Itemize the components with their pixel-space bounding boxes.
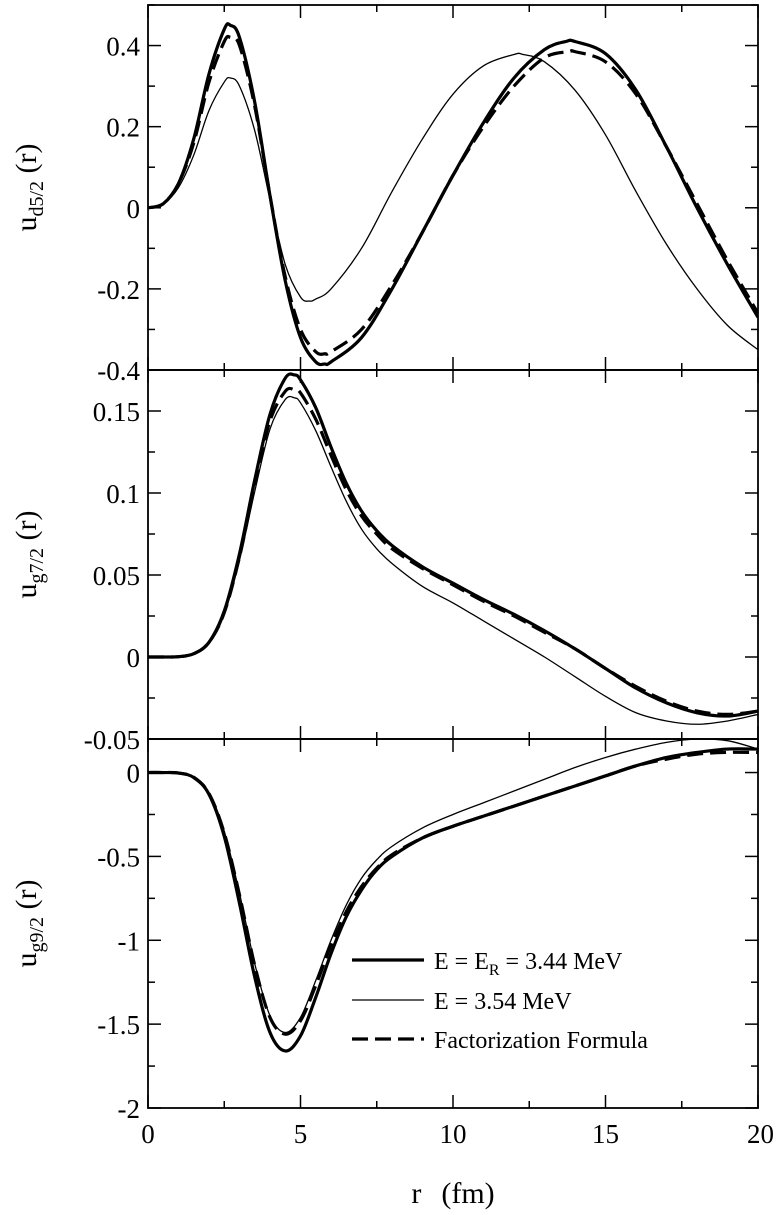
series-line-dashed bbox=[148, 750, 758, 1036]
x-tick-label: 10 bbox=[440, 1119, 467, 1149]
y-tick-label: -0.2 bbox=[97, 275, 140, 305]
panel-frame bbox=[147, 4, 759, 371]
y-tick-label: 0.4 bbox=[106, 32, 140, 62]
x-tick-label: 15 bbox=[592, 1119, 619, 1149]
x-axis-label: r (fm) bbox=[411, 1177, 494, 1210]
x-tick-label: 0 bbox=[141, 1119, 155, 1149]
y-tick-label: -2 bbox=[118, 1094, 141, 1124]
y-tick-label: 0.2 bbox=[106, 113, 140, 143]
y-tick-label: 0.15 bbox=[93, 397, 140, 427]
legend-label: E = ER = 3.44 MeV bbox=[434, 949, 623, 979]
legend-label: E = 3.54 MeV bbox=[434, 989, 572, 1015]
y-tick-label: -1 bbox=[118, 926, 141, 956]
y-tick-label: 0.05 bbox=[93, 561, 140, 591]
panel-3: -2 -1.5 -1 -0.5 0 ug9/2 (r) bbox=[10, 738, 759, 1124]
panel-2: -0.05 0 0.05 0.1 0.15 ug7/2 (r) bbox=[10, 369, 759, 755]
series-line-dashed bbox=[148, 34, 758, 356]
y-tick-label: 0 bbox=[127, 759, 141, 789]
legend: E = ER = 3.44 MeV E = 3.54 MeV Factorizati… bbox=[352, 949, 648, 1054]
legend-label: Factorization Formula bbox=[434, 1028, 648, 1054]
panels-layer: -0.4 -0.2 0 0.2 0.4 ud5/2 (r) -0.05 0 0.05 0.1 0.1… bbox=[10, 4, 759, 1124]
x-axis: 0 5 10 15 20 r (fm) bbox=[141, 1119, 774, 1210]
y-tick-label: 0 bbox=[127, 194, 141, 224]
x-tick-label: 20 bbox=[747, 1119, 774, 1149]
y-tick-label: 0 bbox=[127, 643, 141, 673]
y-tick-label: -1.5 bbox=[97, 1010, 140, 1040]
y-tick-label: 0.1 bbox=[106, 479, 140, 509]
series-line-thick-solid bbox=[148, 372, 758, 718]
y-axis-label: ug9/2 (r) bbox=[10, 879, 48, 967]
y-axis-label: ug7/2 (r) bbox=[10, 510, 48, 598]
panel-1: -0.4 -0.2 0 0.2 0.4 ud5/2 (r) bbox=[10, 4, 759, 386]
series-line-dashed bbox=[148, 386, 758, 716]
series-line-thin-solid bbox=[148, 52, 758, 351]
y-tick-label: -0.5 bbox=[97, 842, 140, 872]
y-axis-label: ud5/2 (r) bbox=[10, 143, 48, 231]
y-tick-label: -0.4 bbox=[97, 356, 140, 386]
series-line-thick-solid bbox=[148, 22, 758, 367]
x-tick-label: 5 bbox=[294, 1119, 308, 1149]
y-tick-label: -0.05 bbox=[84, 725, 140, 755]
